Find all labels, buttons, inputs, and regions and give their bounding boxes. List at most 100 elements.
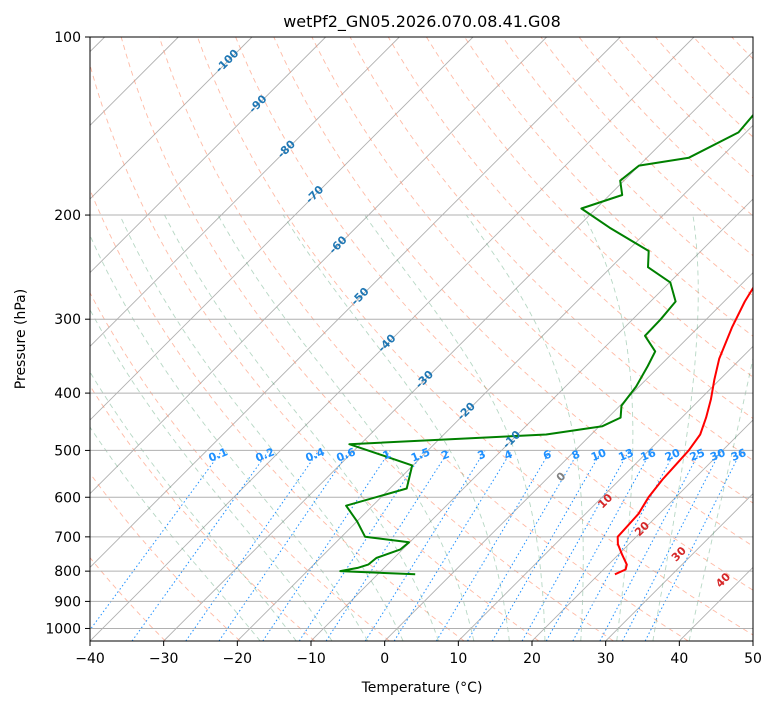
isotherm-label: -40: [375, 331, 398, 354]
x-axis-label: Temperature (°C): [361, 680, 483, 696]
mixing-ratio-line: [621, 450, 722, 641]
isotherm-label: -100: [213, 47, 242, 76]
dry-adiabat-line: [90, 188, 465, 641]
dry-adiabat-line: [387, 37, 753, 420]
axes: −40 −30 −20 −10 0 10 20 30 40 5010020030040050060…: [45, 30, 762, 667]
mixing-ratio-line: [644, 450, 742, 641]
mixing-ratio-label: 0.2: [254, 445, 277, 464]
x-tick-label: −30: [149, 651, 179, 667]
mixing-ratio-line: [364, 450, 486, 641]
dry-adiabat-line: [158, 37, 689, 641]
isotherm-line: [752, 640, 753, 641]
isotherm-label: -10: [500, 428, 523, 451]
y-tick-label: 200: [54, 208, 81, 224]
isotherm-line: [90, 37, 253, 200]
mixing-ratio-line: [467, 450, 580, 641]
mixing-ratio-line: [185, 450, 320, 641]
isotherm-line: [90, 37, 326, 274]
mixing-ratio-line: [393, 450, 513, 641]
moist-adiabat-line: [465, 214, 584, 641]
isotherm-line: [90, 37, 695, 641]
y-tick-label: 400: [54, 386, 81, 402]
isotherm-label: -60: [326, 233, 349, 256]
mixing-ratio-line: [131, 450, 270, 641]
mixing-ratio-label: 1.5: [409, 445, 432, 464]
y-tick-label: 700: [54, 530, 81, 546]
dry-adiabat-line: [120, 37, 614, 641]
isotherm-line: [237, 124, 753, 641]
moist-adiabat-line: [90, 234, 369, 641]
plot-series: [339, 113, 753, 576]
mixing-ratio-line: [545, 450, 652, 641]
plot-background: [90, 37, 753, 641]
mixing-ratio-line: [218, 450, 351, 641]
moist-adiabat-line: [90, 371, 297, 641]
x-tick-label: 50: [744, 651, 762, 667]
mixing-ratio-line: [435, 450, 552, 641]
isotherm-line: [90, 37, 400, 347]
x-tick-label: 0: [380, 651, 389, 667]
moist-adiabat-line: [364, 214, 546, 641]
isotherm-line: [384, 272, 753, 641]
moist-adiabat-line: [688, 356, 753, 641]
isotherm-line: [310, 198, 753, 641]
mixing-ratio-label: 4: [502, 447, 514, 462]
x-tick-label: 20: [523, 651, 541, 667]
isotherm-label: -20: [455, 399, 478, 422]
isotherm-label: -70: [303, 183, 326, 206]
x-tick-label: −10: [296, 651, 326, 667]
mixing-ratio-label: 0.1: [207, 445, 230, 464]
dry-adiabat-line: [90, 472, 241, 641]
y-tick-label: 1000: [45, 621, 81, 637]
dry-adiabat-line: [349, 37, 753, 462]
mixing-ratio-label: 1: [381, 448, 393, 463]
mixing-ratio-label: 2: [439, 448, 451, 463]
dry-adiabat-line: [90, 63, 540, 641]
dry-adiabat-line: [90, 291, 390, 641]
y-tick-label: 100: [54, 30, 81, 46]
isotherm-label: -50: [348, 285, 371, 308]
x-tick-label: −20: [223, 651, 253, 667]
mixing-ratio-label: 0.4: [304, 445, 327, 464]
dry-adiabat-line: [197, 37, 753, 636]
moist-adiabat-label: 40: [713, 570, 733, 590]
isotherm-line: [458, 345, 753, 641]
moist-adiabat-label: 20: [632, 519, 652, 539]
isotherm-label: -90: [246, 92, 269, 115]
x-tick-label: 10: [449, 651, 467, 667]
chart-title: wetPf2_GN05.2026.070.08.41.G08: [283, 12, 561, 32]
mixing-ratio-label: 8: [570, 448, 582, 463]
mixing-ratio-label: 20: [663, 446, 682, 464]
dry-adiabat-line: [90, 385, 315, 641]
x-tick-label: 40: [670, 651, 688, 667]
mixing-ratio-label: 36: [729, 446, 748, 464]
x-tick-label: 30: [597, 651, 615, 667]
plot-frame: [89, 36, 754, 642]
temperature-line: [614, 286, 753, 576]
mixing-ratio-line: [325, 450, 450, 641]
mixing-ratio-line: [90, 450, 223, 631]
y-tick-label: 300: [54, 312, 81, 328]
mixing-ratio-line: [572, 450, 676, 641]
mixing-ratio-label: 25: [688, 446, 707, 464]
y-tick-label: 900: [54, 594, 81, 610]
moist-adiabat-line: [652, 214, 699, 641]
mixing-ratio-label: 13: [616, 446, 635, 464]
moist-adiabat-label: 30: [669, 544, 689, 564]
moist-adiabat-line: [119, 214, 404, 641]
moist-adiabat-label: 10: [595, 491, 615, 511]
dry-adiabat-line: [311, 37, 753, 504]
dry-adiabat-line: [273, 37, 753, 547]
y-tick-label: 600: [54, 490, 81, 506]
isotherm-line: [531, 419, 753, 641]
mixing-ratio-label: 3: [476, 448, 488, 463]
moist-adiabat-line: [282, 214, 510, 641]
mixing-ratio-line: [521, 450, 630, 641]
mixing-ratio-line: [262, 450, 391, 641]
isotherm-line: [163, 51, 753, 641]
moist-adiabat-line: [90, 308, 333, 641]
y-axis-label: Pressure (hPa): [13, 289, 29, 389]
mixing-ratio-label: 10: [589, 446, 608, 464]
mixing-ratio-label: 30: [708, 446, 727, 464]
